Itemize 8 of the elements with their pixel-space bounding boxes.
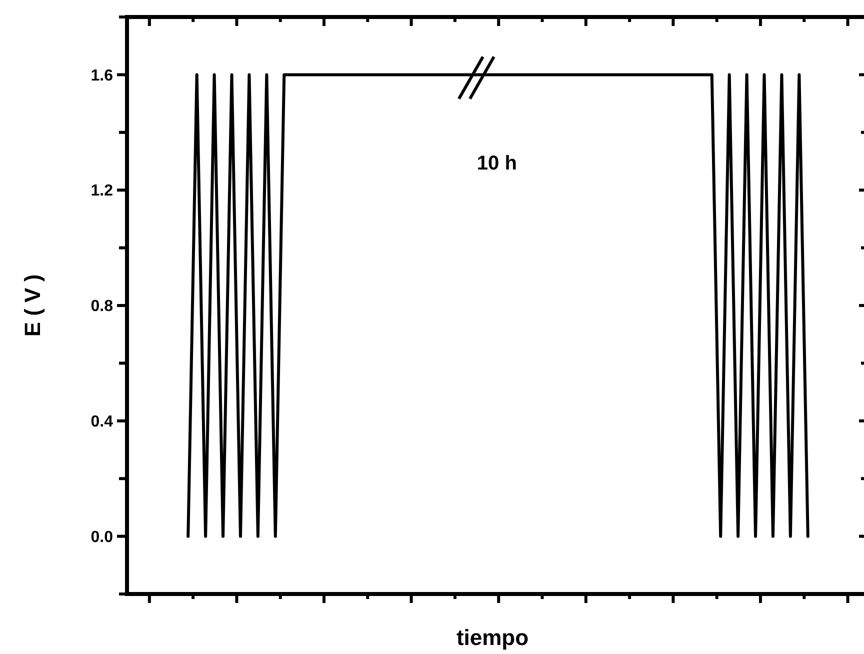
annotation: 10 h	[476, 152, 517, 175]
y-tick-label: 1.2	[90, 182, 114, 200]
y-tick-label: 0.0	[90, 528, 114, 546]
y-tick-label: 1.6	[90, 67, 114, 84]
y-tick-label: 0.4	[90, 414, 114, 430]
y-tick-label: 0.8	[90, 298, 114, 316]
y-axis-title: E ( V )	[20, 274, 45, 337]
x-axis-title: tiempo	[456, 625, 529, 650]
